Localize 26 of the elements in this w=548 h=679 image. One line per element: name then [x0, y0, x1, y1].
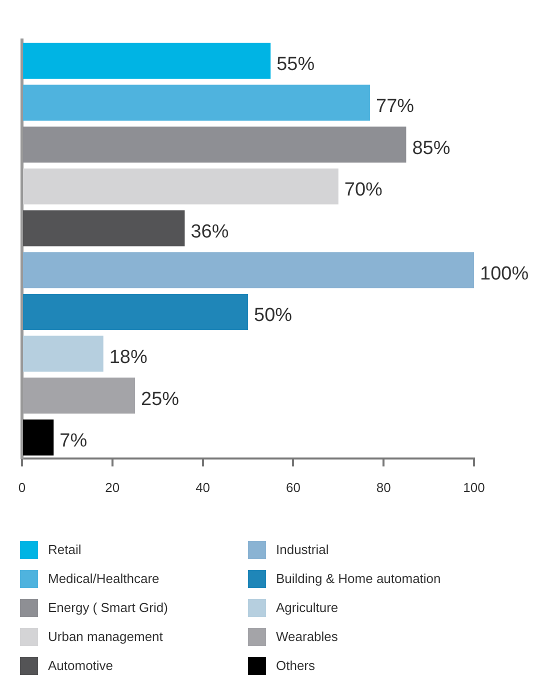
x-tick-label: 40	[196, 480, 210, 495]
data-label: 7%	[60, 430, 88, 452]
legend-label: Building & Home automation	[276, 571, 441, 586]
data-label: 25%	[141, 388, 180, 410]
x-tick-label: 80	[376, 480, 391, 495]
legend-label: Urban management	[48, 629, 163, 644]
data-label: 18%	[109, 347, 148, 368]
legend-label: Automotive	[48, 658, 114, 673]
legend-label: Retail	[48, 542, 82, 557]
data-label: 70%	[344, 180, 383, 201]
x-tick-label: 0	[18, 480, 26, 495]
x-tick-label: 20	[105, 480, 120, 495]
data-label: 85%	[412, 138, 450, 159]
legend-label: Wearables	[276, 629, 338, 644]
legend-label: Medical/Healthcare	[48, 571, 160, 586]
x-tick-label: 100	[463, 480, 485, 495]
legend-label: Agriculture	[276, 600, 338, 615]
legend-label: Energy ( Smart Grid)	[48, 600, 168, 615]
data-label: 77%	[376, 96, 414, 117]
x-tick-label: 60	[286, 480, 300, 495]
data-label: 100%	[480, 263, 529, 284]
data-label: 50%	[254, 305, 292, 326]
data-label: 36%	[190, 222, 229, 243]
legend-label: Others	[276, 658, 316, 673]
data-label: 55%	[276, 54, 315, 76]
legend-label: Industrial	[276, 542, 329, 557]
